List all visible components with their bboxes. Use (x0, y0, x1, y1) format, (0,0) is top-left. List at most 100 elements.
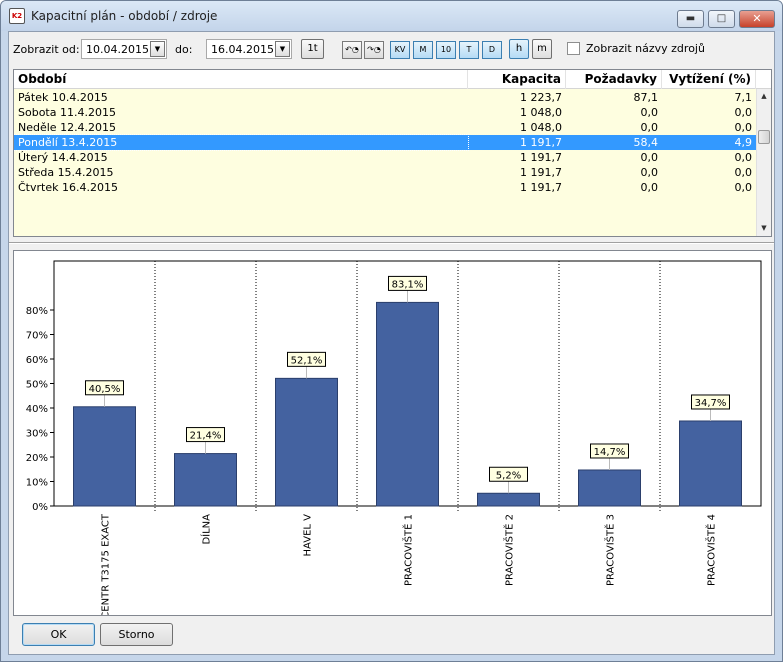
table-row[interactable]: Pátek 10.4.2015 1 223,7 87,1 7,1 (14, 90, 756, 105)
day-icon[interactable]: D (482, 41, 502, 59)
table-row[interactable]: Sobota 11.4.2015 1 048,0 0,0 0,0 (14, 105, 756, 120)
table-scrollbar[interactable]: ▲ ▼ (756, 89, 771, 236)
column-header-period[interactable]: Období (14, 70, 468, 89)
data-label-box (85, 380, 124, 396)
calendar-forward-icon[interactable]: ↷◔ (364, 41, 384, 59)
requirements-cell: 87,1 (633, 91, 659, 104)
requirements-cell: 0,0 (640, 106, 659, 119)
y-tick-label: 80% (26, 306, 48, 317)
maximize-button[interactable]: □ (708, 10, 735, 28)
data-label-box (489, 466, 528, 482)
data-label: 21,4% (190, 431, 222, 442)
minimize-button[interactable]: ▬ (677, 10, 704, 28)
title-bar[interactable]: K2 Kapacitní plán - období / zdroje ▬ □ … (1, 1, 782, 31)
bar (376, 301, 439, 507)
hours-toggle-button[interactable]: h (509, 39, 529, 59)
window-title: Kapacitní plán - období / zdroje (31, 9, 218, 23)
utilization-cell: 0,0 (734, 181, 753, 194)
from-date-input[interactable]: 10.04.2015 ▼ (81, 39, 167, 59)
scroll-down-icon[interactable]: ▼ (761, 224, 767, 232)
category-label: HAVEL V (303, 514, 314, 557)
requirements-cell: 0,0 (640, 121, 659, 134)
data-label: 14,7% (594, 447, 626, 458)
utilization-cell: 0,0 (734, 121, 753, 134)
y-tick-label: 20% (26, 453, 48, 464)
data-label: 52,1% (291, 355, 323, 366)
close-button[interactable]: ✕ (739, 10, 775, 28)
y-tick-label: 0% (32, 502, 48, 513)
data-label: 5,2% (496, 470, 521, 481)
month-icon[interactable]: M (413, 41, 433, 59)
category-label: PRACOVIŠTĚ 2 (503, 514, 516, 586)
y-tick-label: 70% (26, 331, 48, 342)
utilization-cell: 0,0 (734, 106, 753, 119)
app-logo-icon: K2 (9, 8, 25, 24)
period-unit-button[interactable]: 1t (301, 39, 324, 59)
splitter[interactable] (9, 242, 774, 244)
period-cell: Pondělí 13.4.2015 (14, 134, 469, 151)
bar (275, 377, 338, 507)
column-header-requirements[interactable]: Požadavky (566, 70, 662, 89)
y-tick-label: 10% (26, 478, 48, 489)
ten-icon[interactable]: 10 (436, 41, 456, 59)
utilization-cell: 7,1 (734, 91, 753, 104)
category-label: PRACOVIŠTĚ 4 (705, 514, 718, 586)
kv-icon[interactable]: KV (390, 41, 410, 59)
table-row[interactable]: Pondělí 13.4.2015 1 191,7 58,4 4,9 (14, 134, 756, 151)
requirements-cell: 0,0 (640, 181, 659, 194)
data-label-box (287, 351, 326, 367)
period-cell: Neděle 12.4.2015 (18, 121, 117, 134)
utilization-cell: 0,0 (734, 166, 753, 179)
category-label: DÍLNA (200, 514, 213, 545)
period-cell: Čtvrtek 16.4.2015 (18, 181, 118, 194)
y-tick-label: 40% (26, 404, 48, 415)
from-label: Zobrazit od: (13, 43, 80, 56)
to-label: do: (175, 43, 193, 56)
data-label: 40,5% (89, 384, 121, 395)
data-label-box (691, 394, 730, 410)
data-label: 83,1% (392, 279, 424, 290)
y-tick-label: 60% (26, 355, 48, 366)
to-date-dropdown-icon[interactable]: ▼ (275, 41, 290, 57)
utilization-cell: 0,0 (734, 151, 753, 164)
capacity-cell: 1 048,0 (520, 121, 562, 134)
week-icon[interactable]: T (459, 41, 479, 59)
from-date-value: 10.04.2015 (86, 43, 149, 56)
to-date-value: 16.04.2015 (211, 43, 274, 56)
column-header-utilization[interactable]: Vytížení (%) (662, 70, 756, 89)
show-resource-names-label: Zobrazit názvy zdrojů (586, 42, 705, 55)
requirements-cell: 58,4 (633, 136, 659, 149)
category-label: PRACOVIŠTĚ 1 (402, 514, 415, 586)
table-row[interactable]: Neděle 12.4.2015 1 048,0 0,0 0,0 (14, 120, 756, 135)
period-cell: Středa 15.4.2015 (18, 166, 114, 179)
y-tick-label: 50% (26, 380, 48, 391)
period-cell: Úterý 14.4.2015 (18, 151, 108, 164)
data-label-box (590, 443, 629, 459)
capacity-cell: 1 191,7 (520, 181, 562, 194)
table-row[interactable]: Čtvrtek 16.4.2015 1 191,7 0,0 0,0 (14, 180, 756, 195)
table-row[interactable]: Středa 15.4.2015 1 191,7 0,0 0,0 (14, 165, 756, 180)
scroll-up-icon[interactable]: ▲ (761, 92, 767, 100)
capacity-table: Období Kapacita Požadavky Vytížení (%) P… (13, 69, 772, 237)
to-date-input[interactable]: 16.04.2015 ▼ (206, 39, 292, 59)
minutes-toggle-button[interactable]: m (532, 39, 552, 59)
ok-button[interactable]: OK (22, 623, 95, 646)
bar (174, 453, 237, 507)
table-row[interactable]: Úterý 14.4.2015 1 191,7 0,0 0,0 (14, 150, 756, 165)
data-label-box (388, 275, 427, 291)
category-label: CENTR T3175 EXACT (101, 513, 112, 615)
capacity-cell: 1 223,7 (520, 91, 562, 104)
requirements-cell: 0,0 (640, 151, 659, 164)
utilization-chart: 0% 10% 20% 30% 40% 50% 60% 70% 80% 40,5% CENTR T31… (13, 250, 772, 619)
column-header-capacity[interactable]: Kapacita (468, 70, 566, 89)
show-resource-names-checkbox[interactable] (567, 42, 580, 55)
scroll-thumb[interactable] (758, 130, 770, 144)
capacity-cell: 1 191,7 (520, 136, 562, 149)
capacity-cell: 1 191,7 (520, 166, 562, 179)
cancel-button[interactable]: Storno (100, 623, 173, 646)
y-tick-label: 30% (26, 429, 48, 440)
calendar-back-icon[interactable]: ↶◔ (342, 41, 362, 59)
from-date-dropdown-icon[interactable]: ▼ (150, 41, 165, 57)
table-header: Období Kapacita Požadavky Vytížení (%) (14, 70, 771, 89)
